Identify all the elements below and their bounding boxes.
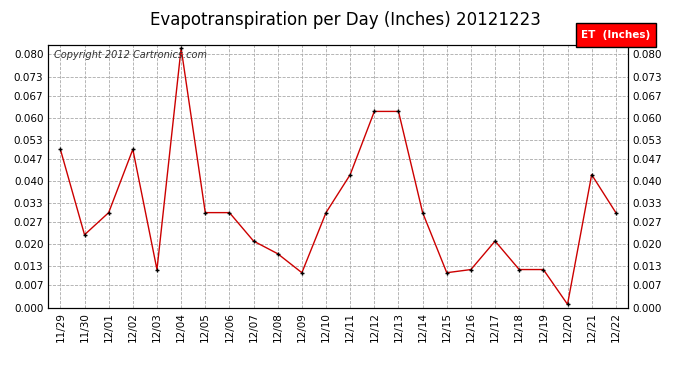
Text: ET  (Inches): ET (Inches) — [581, 30, 651, 40]
Text: Copyright 2012 Cartronics.com: Copyright 2012 Cartronics.com — [54, 50, 207, 60]
Text: Evapotranspiration per Day (Inches) 20121223: Evapotranspiration per Day (Inches) 2012… — [150, 11, 540, 29]
